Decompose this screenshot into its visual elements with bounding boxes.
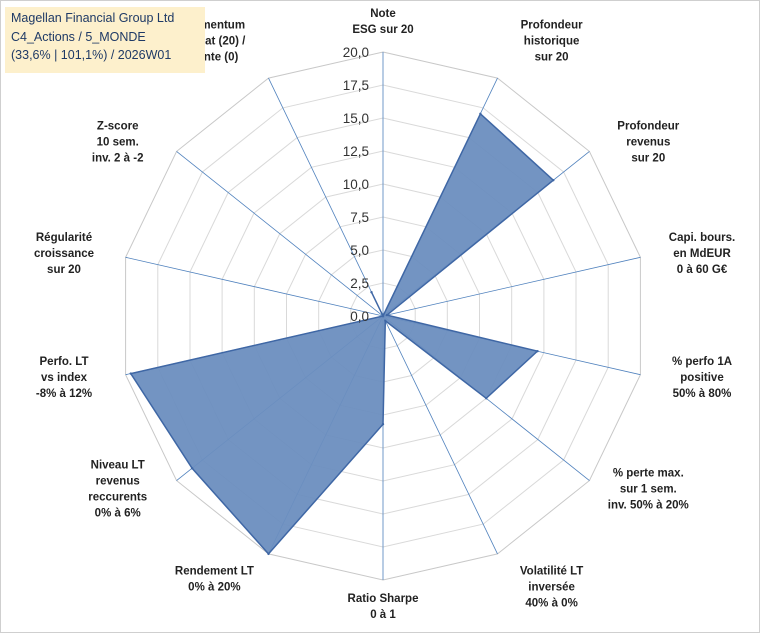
- radar-series: [129, 112, 555, 556]
- axis-label: Profondeur revenus sur 20: [617, 121, 679, 165]
- tick-label: 20,0: [343, 45, 369, 60]
- spoke: [382, 315, 498, 555]
- tick-label: 15,0: [343, 111, 369, 126]
- data-point: [479, 112, 482, 116]
- data-point: [370, 291, 373, 294]
- axis-label: Volatilité LT inversée 40% à 0%: [520, 566, 583, 610]
- data-point: [190, 467, 194, 470]
- axis-label: Niveau LT revenus reccurents 0% à 6%: [88, 459, 147, 519]
- title-box: Magellan Financial Group Ltd C4_Actions …: [5, 7, 205, 73]
- tick-label: 5,0: [350, 243, 369, 258]
- axis-label: Profondeur historique sur 20: [521, 20, 583, 64]
- tick-label: 0,0: [350, 309, 369, 324]
- tick-label: 2,5: [350, 276, 369, 291]
- spoke: [125, 256, 384, 317]
- axis-label: Z-score 10 sem. inv. 2 à -2: [92, 121, 144, 165]
- axis-label: Capi. bours. en MdEUR 0 à 60 G€: [669, 232, 735, 276]
- spoke: [176, 151, 384, 317]
- score-summary: (33,6% | 101,1%) / 2026W01: [11, 48, 172, 62]
- category-path: C4_Actions / 5_MONDE: [11, 29, 146, 44]
- axis-label: Régularité croissance sur 20: [34, 232, 94, 276]
- series-area: [129, 112, 555, 556]
- tick-label: 12,5: [343, 144, 369, 159]
- data-point: [485, 397, 488, 400]
- axis-label: Rendement LT 0% à 20%: [175, 566, 254, 594]
- tick-label: 17,5: [343, 78, 369, 93]
- tick-label: 7,5: [350, 210, 369, 225]
- axis-label: Note ESG sur 20: [352, 8, 413, 36]
- spoke: [382, 256, 641, 317]
- axis-label: % perte max. sur 1 sem. inv. 50% à 20%: [608, 467, 689, 511]
- data-point: [267, 552, 270, 556]
- radial-tick-labels: 0,0 2,5 5,0 7,5 10,0 12,5 15,0 17,5 20,0: [343, 45, 369, 324]
- data-point: [129, 372, 132, 375]
- category-labels: Note ESG sur 20 Profondeur historique sur 20…: [34, 8, 735, 621]
- axis-label: Ratio Sharpe 0 à 1: [348, 593, 419, 621]
- data-point: [381, 423, 385, 426]
- data-point: [552, 179, 555, 182]
- axis-label: % perfo 1A positive 50% à 80%: [672, 356, 732, 400]
- company-name: Magellan Financial Group Ltd: [11, 11, 175, 25]
- axis-label: Perfo. LT vs index -8% à 12%: [36, 356, 92, 400]
- spoke: [268, 77, 384, 317]
- data-point: [536, 350, 539, 353]
- data-point: [384, 319, 387, 322]
- data-point: [381, 314, 385, 318]
- tick-label: 10,0: [343, 177, 369, 192]
- data-point: [385, 313, 389, 317]
